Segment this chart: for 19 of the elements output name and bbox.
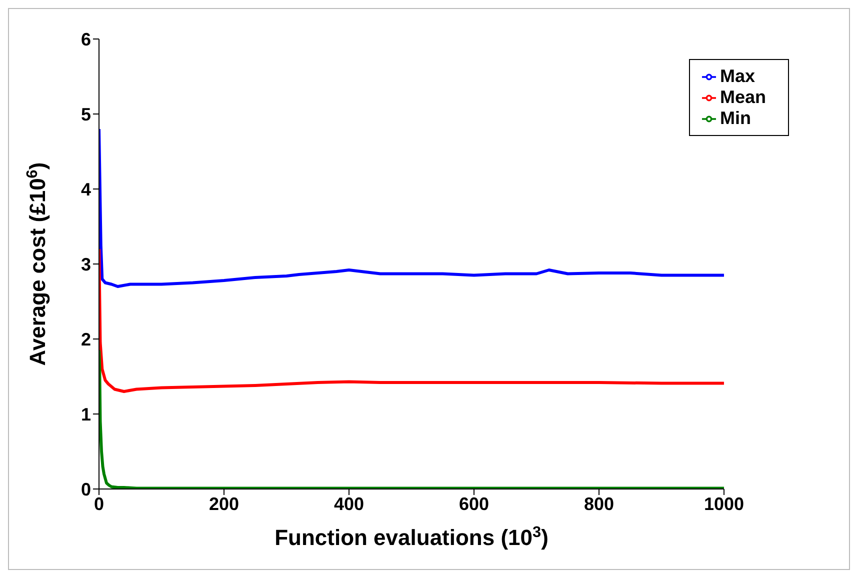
y-tick-label: 5 — [80, 104, 91, 124]
x-tick-label: 400 — [334, 494, 364, 514]
legend-label: Max — [720, 66, 755, 86]
x-tick-label: 1000 — [704, 494, 744, 514]
line-series — [99, 128, 724, 288]
x-tick-label: 600 — [458, 494, 490, 514]
x-tick-label: 800 — [584, 494, 614, 514]
y-tick-label: 6 — [80, 29, 91, 50]
x-tick-label: 200 — [208, 494, 240, 514]
line-series — [99, 248, 724, 393]
y-tick-label: 2 — [80, 329, 91, 350]
x-tick-label: 0 — [94, 494, 104, 514]
legend-label: Mean — [720, 87, 766, 107]
y-tick-label: 0 — [80, 479, 91, 500]
y-tick-label: 4 — [80, 179, 91, 200]
y-tick-label: 1 — [80, 404, 91, 424]
y-tick-label: 3 — [80, 254, 91, 274]
legend-label: Min — [720, 108, 751, 128]
x-axis-title: Function evaluations (10$^{3}$) — [274, 524, 548, 550]
